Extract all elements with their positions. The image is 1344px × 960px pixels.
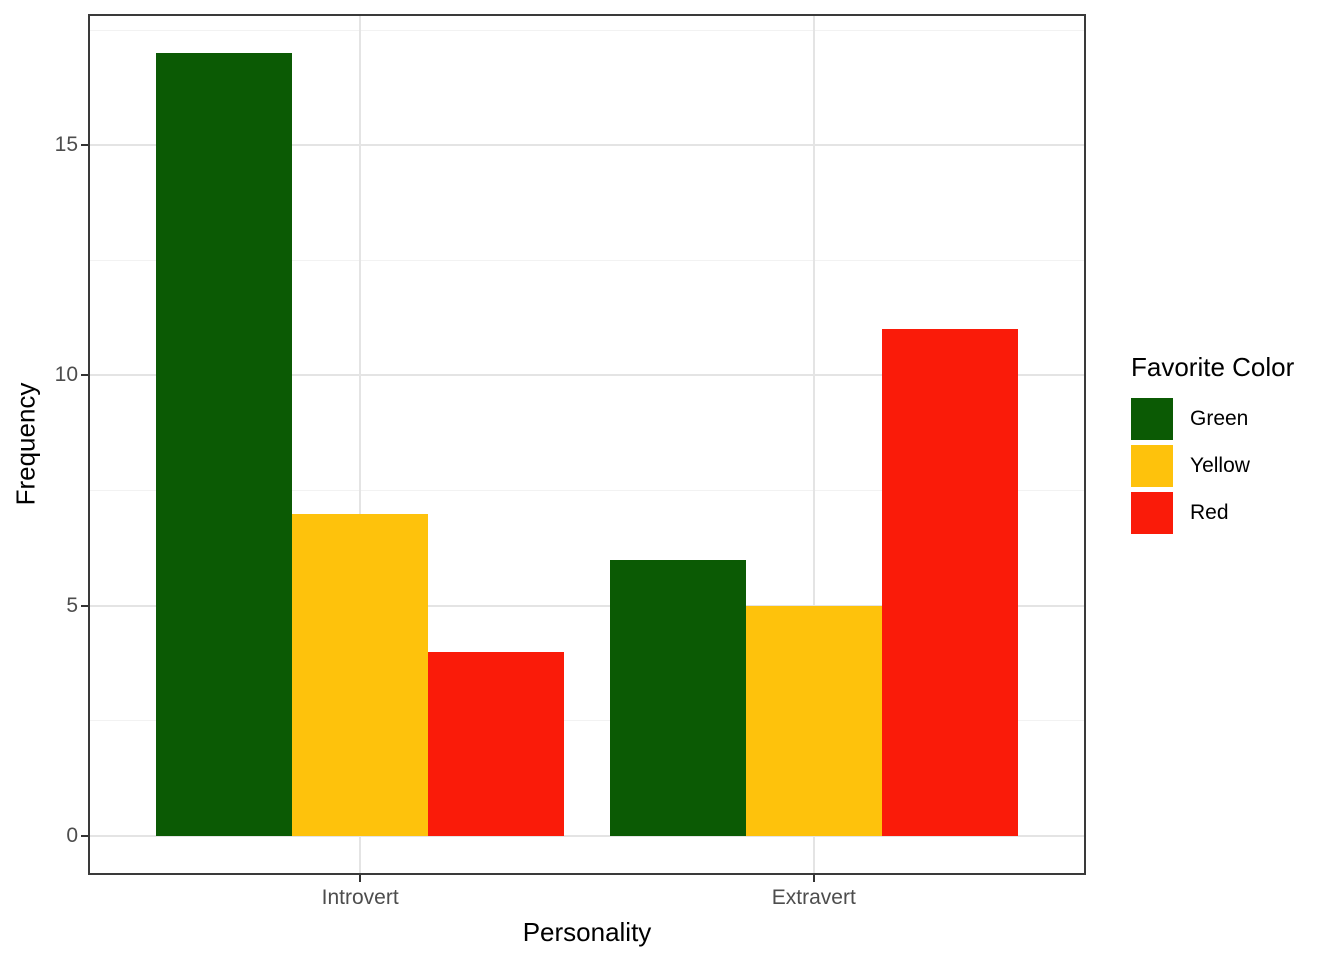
legend-key-green-swatch <box>1131 398 1173 440</box>
x-tick-label-introvert: Introvert <box>321 886 399 909</box>
x-tick-label-extravert: Extravert <box>771 886 856 909</box>
bar-introvert-yellow <box>292 513 429 836</box>
bar-extravert-red <box>881 329 1018 836</box>
y-tick-label-0: 0 <box>66 823 78 847</box>
y-tick-label-5: 5 <box>66 593 78 617</box>
legend-title: Favorite Color <box>1131 352 1295 382</box>
legend-item-green: Green <box>1131 398 1294 440</box>
gridline-y-major-15 <box>88 144 1086 147</box>
bar-introvert-red <box>428 651 565 836</box>
y-tick-mark-0 <box>81 834 88 837</box>
y-tick-label-10: 10 <box>54 363 78 387</box>
x-axis-title: Personality <box>522 917 652 947</box>
legend-label-red: Red <box>1190 501 1229 524</box>
legend: Favorite Color Green Yellow Red <box>1131 352 1294 539</box>
gridline-y-minor-17.5 <box>88 29 1086 31</box>
bar-extravert-green <box>609 559 746 836</box>
gridline-y-minor-7.5 <box>88 490 1086 492</box>
bar-introvert-green <box>156 53 293 836</box>
bar-extravert-yellow <box>745 605 882 836</box>
y-tick-mark-5 <box>81 604 88 607</box>
gridline-y-major-5 <box>88 604 1086 607</box>
y-tick-mark-10 <box>81 374 88 377</box>
gridline-x-extravert <box>812 14 815 875</box>
gridline-y-major-10 <box>88 374 1086 377</box>
legend-item-red: Red <box>1131 492 1294 534</box>
legend-key-yellow-swatch <box>1131 445 1173 487</box>
gridline-y-minor-12.5 <box>88 259 1086 261</box>
x-tick-mark-introvert <box>359 875 362 882</box>
legend-key-red-swatch <box>1131 492 1173 534</box>
gridline-y-minor-2.5 <box>88 720 1086 722</box>
y-tick-label-15: 15 <box>54 133 78 157</box>
x-tick-mark-extravert <box>812 875 815 882</box>
panel-border <box>88 14 1086 875</box>
legend-label-green: Green <box>1190 407 1249 430</box>
legend-item-yellow: Yellow <box>1131 445 1294 487</box>
legend-label-yellow: Yellow <box>1190 454 1250 477</box>
gridline-x-introvert <box>359 14 362 875</box>
y-tick-mark-15 <box>81 144 88 147</box>
gridline-y-major-0 <box>88 834 1086 837</box>
